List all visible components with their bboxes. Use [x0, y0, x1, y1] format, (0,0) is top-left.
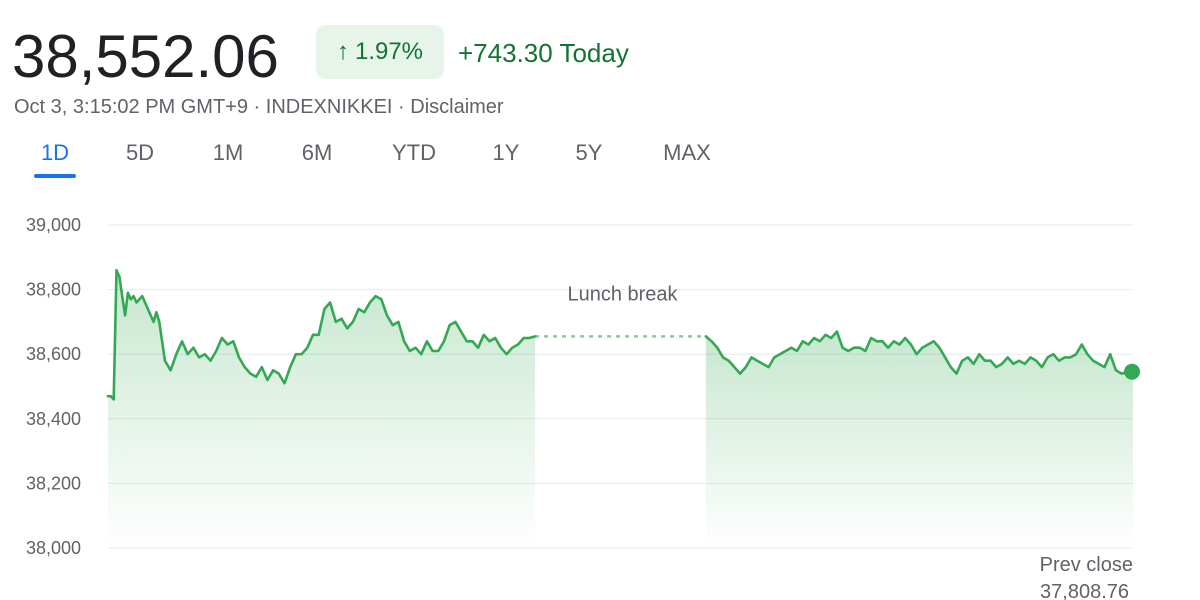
y-axis: 39,000 38,800 38,600 38,400 38,200 38,000: [26, 215, 81, 558]
prev-close-value: 37,808.76: [1040, 581, 1129, 600]
change-percent: 1.97%: [354, 38, 424, 65]
price-chart[interactable]: 39,000 38,800 38,600 38,400 38,200 38,000 Lun…: [0, 195, 1200, 600]
y-tick-label: 38,200: [26, 473, 81, 493]
separator: ·: [392, 96, 411, 118]
separator: ·: [247, 96, 266, 118]
change-percent-badge: ↑ 1.97%: [316, 25, 444, 79]
price-line-afternoon: [704, 330, 1135, 375]
disclaimer-link[interactable]: Disclaimer: [410, 96, 504, 118]
quote-meta: Oct 3, 3:15:02 PM GMT+9 · INDEXNIKKEI · …: [14, 96, 504, 119]
tab-6m[interactable]: 6M: [301, 140, 333, 165]
y-tick-label: 39,000: [26, 215, 81, 235]
tab-5d[interactable]: 5D: [125, 140, 155, 165]
arrow-up-icon: ↑: [336, 38, 349, 65]
tab-ytd[interactable]: YTD: [392, 140, 436, 165]
y-tick-label: 38,600: [26, 344, 81, 364]
tab-max[interactable]: MAX: [663, 140, 711, 165]
y-tick-label: 38,400: [26, 409, 81, 429]
range-tabs: 1D 5D 1M 6M YTD 1Y 5Y MAX: [0, 140, 760, 180]
tab-5y[interactable]: 5Y: [575, 140, 603, 165]
tab-1m[interactable]: 1M: [212, 140, 244, 165]
change-today: +743.30 Today: [458, 38, 629, 68]
area-morning: [108, 270, 536, 548]
symbol: INDEXNIKKEI: [265, 96, 393, 118]
y-tick-label: 38,000: [26, 538, 81, 558]
price-line-morning: [106, 268, 537, 401]
timestamp: Oct 3, 3:15:02 PM GMT+9: [14, 96, 248, 118]
lunch-break-label: Lunch break: [567, 283, 678, 305]
y-tick-label: 38,800: [26, 280, 81, 300]
price-lines: [106, 268, 1135, 401]
current-price: 38,552.06: [12, 23, 279, 90]
area-afternoon: [705, 331, 1133, 548]
tab-1y[interactable]: 1Y: [492, 140, 520, 165]
prev-close-label: Prev close: [1040, 554, 1133, 576]
last-price-dot: [1124, 363, 1140, 380]
tab-1d[interactable]: 1D: [40, 140, 70, 165]
area-fills: [108, 270, 1133, 548]
active-tab-indicator: [34, 174, 76, 178]
